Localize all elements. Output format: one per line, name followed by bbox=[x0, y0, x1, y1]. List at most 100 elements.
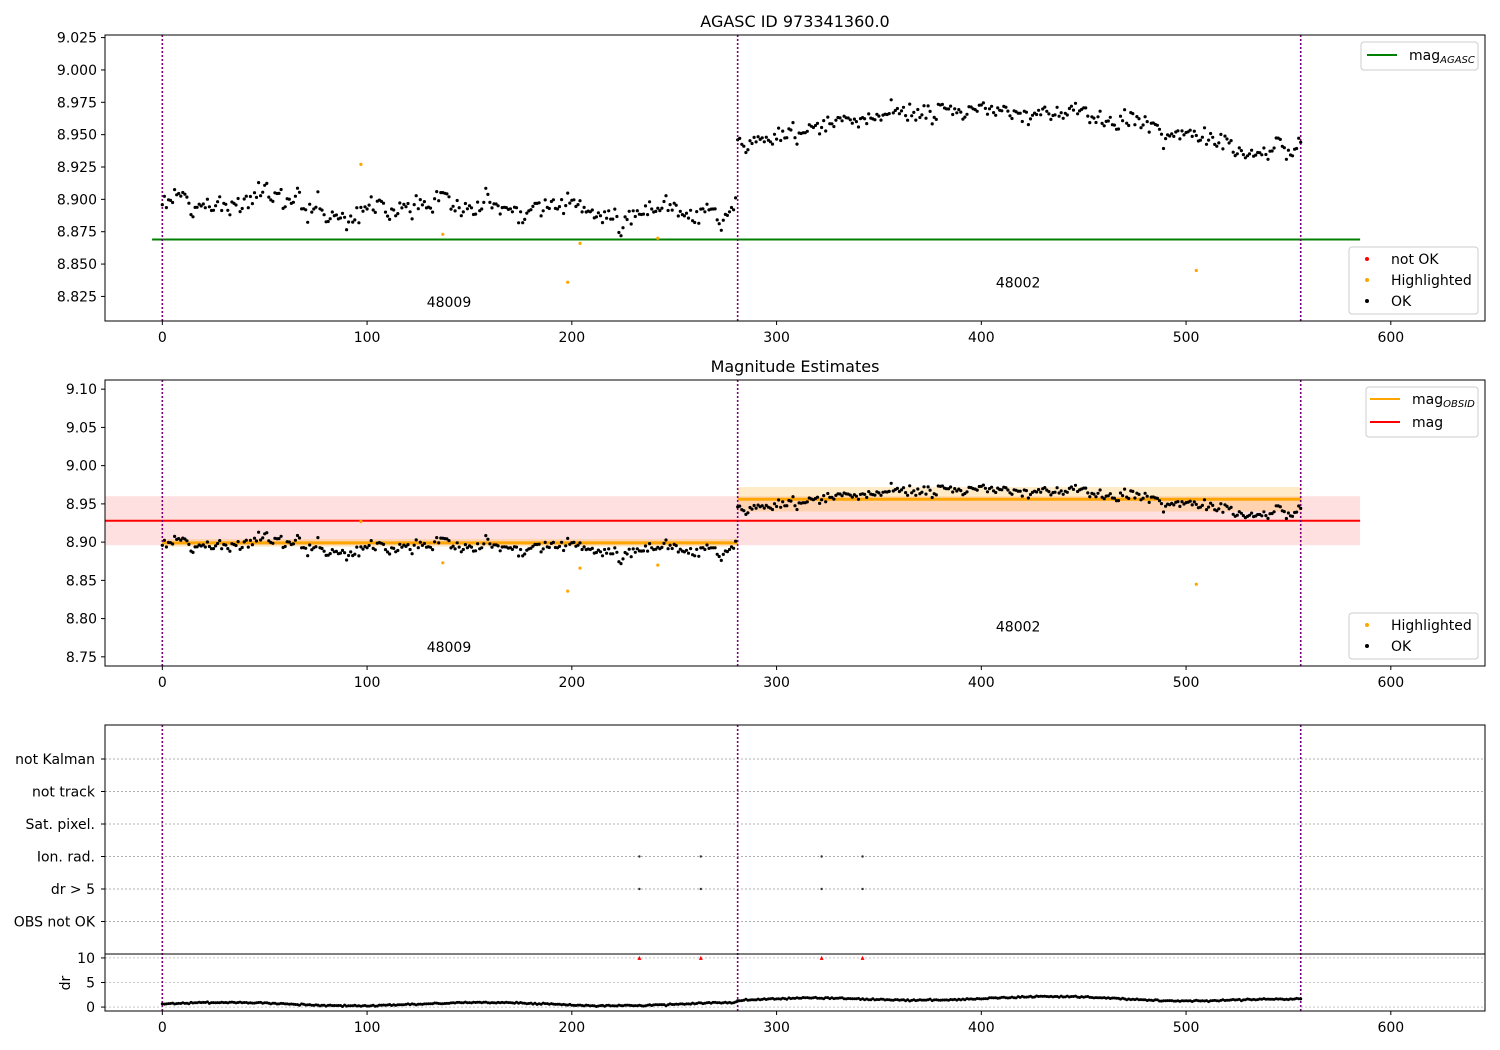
ok-point bbox=[498, 212, 502, 216]
ok-point bbox=[263, 183, 267, 187]
ok-point bbox=[1219, 502, 1223, 506]
dr-point bbox=[336, 1004, 340, 1007]
ok-point bbox=[406, 543, 410, 547]
ok-point bbox=[822, 494, 826, 498]
dr-point bbox=[250, 1001, 254, 1005]
ok-point bbox=[744, 150, 748, 155]
ok-point bbox=[748, 139, 752, 143]
ok-point bbox=[1121, 119, 1125, 123]
ok-point bbox=[664, 194, 668, 198]
ok-point bbox=[1295, 510, 1299, 514]
ok-point bbox=[611, 552, 615, 556]
flag-point bbox=[861, 887, 864, 891]
ok-point bbox=[529, 546, 533, 550]
p2-ytick-label: 8.80 bbox=[66, 612, 97, 628]
ok-point bbox=[340, 211, 345, 215]
ok-point bbox=[742, 144, 746, 148]
obsid-label: 48002 bbox=[996, 620, 1041, 636]
ok-point bbox=[414, 538, 418, 542]
ok-point bbox=[252, 191, 257, 195]
ok-point bbox=[203, 206, 207, 210]
ok-point bbox=[238, 210, 242, 214]
ok-point bbox=[416, 546, 420, 550]
ok-point bbox=[979, 103, 983, 107]
p2-xtick-label: 300 bbox=[763, 675, 790, 691]
ok-point bbox=[240, 545, 244, 550]
ok-point bbox=[1071, 108, 1076, 112]
ok-point bbox=[310, 210, 314, 214]
ok-point bbox=[633, 550, 637, 554]
ok-point bbox=[627, 209, 631, 213]
ok-point bbox=[613, 207, 617, 211]
ok-point bbox=[621, 557, 625, 561]
ok-point bbox=[398, 201, 402, 205]
ok-point bbox=[367, 543, 371, 548]
dr-point bbox=[1069, 995, 1073, 998]
ok-point bbox=[1094, 120, 1098, 125]
ok-point bbox=[1125, 121, 1129, 125]
ok-point bbox=[271, 199, 275, 203]
ok-point bbox=[496, 204, 500, 208]
ok-point bbox=[271, 541, 275, 545]
ok-point bbox=[691, 219, 695, 223]
ok-point bbox=[529, 208, 533, 212]
flag-row-label: not track bbox=[32, 785, 96, 801]
ok-point bbox=[291, 542, 295, 546]
ok-point bbox=[908, 102, 912, 106]
ok-point bbox=[1176, 500, 1180, 504]
ok-point bbox=[252, 536, 257, 540]
p1-xtick-label: 100 bbox=[354, 330, 381, 346]
p2-ytick-label: 8.85 bbox=[66, 573, 97, 589]
ok-point bbox=[1190, 503, 1194, 507]
ok-point bbox=[672, 201, 676, 205]
ok-point bbox=[1018, 111, 1022, 115]
ok-point bbox=[631, 209, 635, 213]
legend-mag-1-label: mag bbox=[1412, 415, 1443, 431]
ok-point bbox=[164, 545, 168, 549]
ok-point bbox=[226, 547, 230, 551]
ok-point bbox=[848, 118, 852, 122]
ok-point bbox=[328, 217, 332, 221]
p3-xtick-label: 300 bbox=[763, 1020, 790, 1036]
ok-point bbox=[168, 198, 173, 202]
p3-xtick-label: 200 bbox=[558, 1020, 585, 1036]
ok-point bbox=[660, 206, 664, 210]
ok-point bbox=[668, 203, 672, 207]
ok-point bbox=[1168, 134, 1172, 138]
ok-point bbox=[293, 538, 297, 542]
ok-point bbox=[983, 106, 988, 110]
ok-point bbox=[1092, 492, 1096, 496]
ok-point bbox=[171, 542, 175, 546]
ok-point bbox=[1188, 128, 1192, 132]
p1-xtick-label: 500 bbox=[1173, 330, 1200, 346]
ok-point bbox=[621, 226, 625, 230]
ok-point bbox=[740, 142, 744, 146]
ok-point bbox=[660, 545, 664, 550]
ok-point bbox=[772, 502, 777, 506]
ok-point bbox=[850, 495, 854, 499]
ok-point bbox=[746, 148, 750, 152]
ok-point bbox=[1204, 142, 1209, 146]
highlighted-point bbox=[441, 561, 445, 565]
ok-point bbox=[990, 485, 994, 489]
ok-point bbox=[1106, 119, 1110, 123]
ok-point bbox=[764, 503, 768, 507]
ok-point bbox=[244, 538, 248, 542]
dr-ytick-label: 0 bbox=[86, 1000, 95, 1016]
ok-point bbox=[418, 198, 422, 202]
ok-point bbox=[453, 547, 457, 551]
ok-point bbox=[648, 200, 652, 204]
ok-point bbox=[1247, 513, 1252, 517]
ok-point bbox=[447, 195, 451, 199]
ok-point bbox=[396, 212, 400, 216]
ok-point bbox=[297, 536, 302, 540]
ok-point bbox=[930, 122, 934, 126]
ok-point bbox=[521, 554, 525, 558]
ok-point bbox=[1266, 157, 1270, 161]
ok-point bbox=[981, 483, 986, 487]
ok-point bbox=[932, 115, 936, 119]
ok-point bbox=[514, 206, 519, 210]
ok-point bbox=[1108, 492, 1112, 496]
ok-point bbox=[431, 548, 435, 552]
ok-point bbox=[474, 212, 478, 216]
